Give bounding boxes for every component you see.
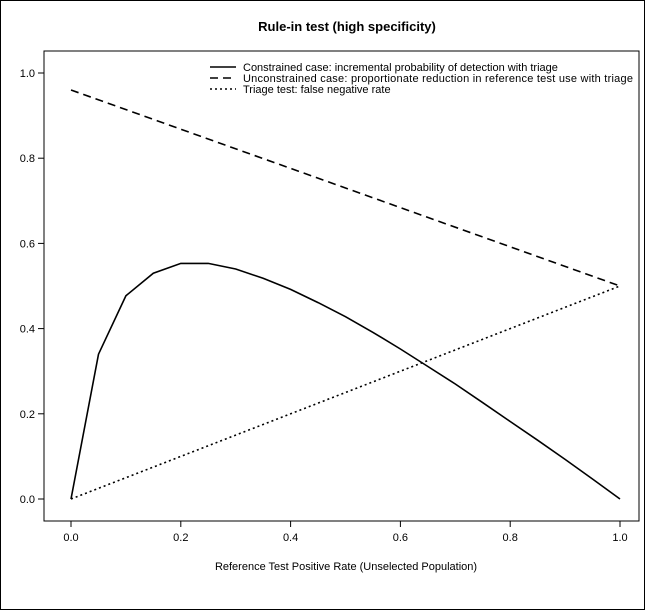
- y-tick-label: 0.2: [20, 409, 35, 421]
- y-tick-label: 1.0: [20, 68, 35, 80]
- series-line-1: [71, 263, 620, 499]
- y-tick-label: 0.4: [20, 324, 35, 336]
- x-tick-label: 0.8: [503, 532, 518, 544]
- x-tick-label: 0.6: [393, 532, 408, 544]
- x-tick-label: 0.0: [63, 532, 78, 544]
- x-tick-label: 0.2: [173, 532, 188, 544]
- chart-title: Rule-in test (high specificity): [258, 19, 436, 34]
- series-layer: [71, 90, 620, 499]
- x-tick-label: 1.0: [612, 532, 627, 544]
- x-axis: 0.0 0.2 0.4 0.6 0.8 1.0: [63, 521, 627, 544]
- x-tick-label: 0.4: [283, 532, 298, 544]
- y-axis: 0.0 0.2 0.4 0.6 0.8 1.0: [20, 68, 44, 506]
- x-axis-title: Reference Test Positive Rate (Unselected…: [215, 561, 477, 573]
- y-tick-label: 0.8: [20, 153, 35, 165]
- legend-label-3: Triage test: false negative rate: [243, 84, 391, 96]
- legend: Constrained case: incremental probabilit…: [210, 62, 633, 96]
- y-tick-label: 0.0: [20, 494, 35, 506]
- plot-frame: [44, 51, 639, 521]
- series-line-2: [71, 90, 620, 286]
- y-tick-label: 0.6: [20, 238, 35, 250]
- series-line-3: [71, 286, 620, 499]
